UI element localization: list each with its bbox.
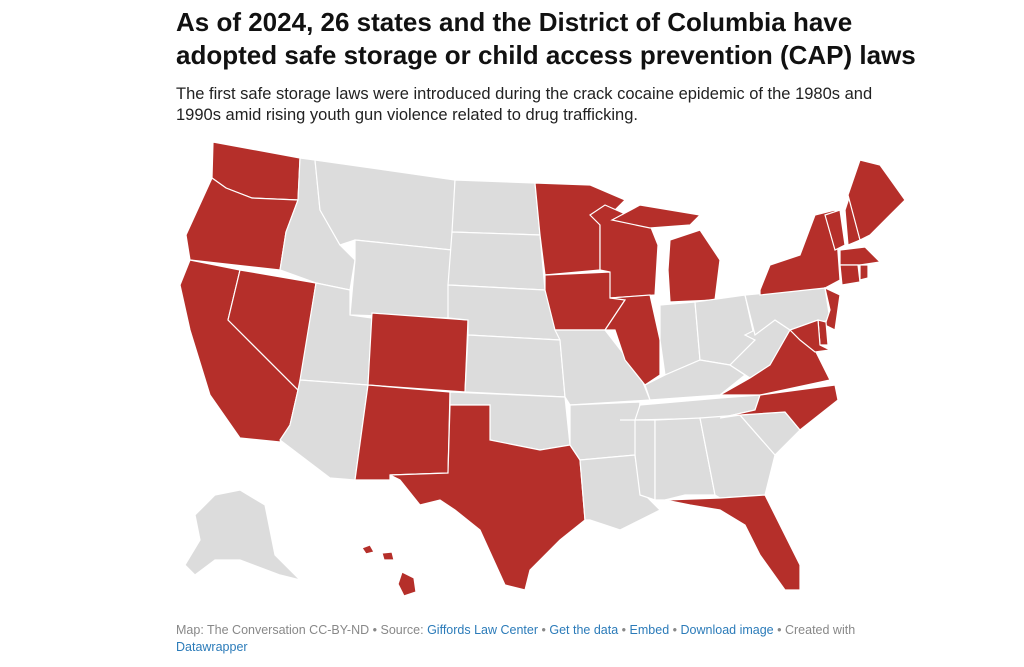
state: [361, 544, 375, 555]
state: [664, 494, 801, 591]
state: [464, 334, 566, 398]
footer: Map: The Conversation CC-BY-ND • Source:…: [176, 622, 916, 656]
state: [824, 286, 841, 331]
state: [839, 264, 861, 286]
separator: •: [621, 623, 627, 637]
get-data-link[interactable]: Get the data: [549, 623, 619, 637]
created-with: Created with: [784, 623, 856, 637]
state: [381, 551, 395, 561]
state: [839, 246, 882, 266]
state: [354, 384, 451, 481]
subtitle: The first safe storage laws were introdu…: [176, 85, 873, 124]
state: [667, 229, 721, 303]
state: [603, 294, 661, 386]
state: [824, 209, 846, 251]
separator: •: [777, 623, 782, 637]
download-link[interactable]: Download image: [680, 623, 774, 637]
title: As of 2024, 26 states and the District o…: [176, 7, 916, 70]
states: [179, 141, 906, 597]
tool-link[interactable]: Datawrapper: [176, 640, 248, 654]
state: [719, 384, 839, 431]
state: [367, 312, 469, 393]
source-link[interactable]: Giffords Law Center: [427, 623, 539, 637]
separator: •: [672, 623, 678, 637]
state: [788, 319, 833, 353]
state: [847, 159, 906, 241]
state: [569, 401, 641, 461]
state: [451, 179, 541, 236]
state: [184, 489, 302, 582]
state: [397, 571, 417, 597]
source-label: Source:: [380, 623, 424, 637]
credit: Map: The Conversation CC-BY-ND: [176, 623, 370, 637]
state: [314, 159, 456, 251]
state: [447, 231, 546, 291]
state: [610, 204, 702, 229]
state: [349, 239, 453, 319]
separator: •: [372, 623, 378, 637]
embed-link[interactable]: Embed: [629, 623, 670, 637]
state: [389, 404, 586, 591]
separator: •: [541, 623, 546, 637]
state: [759, 209, 841, 296]
state: [859, 264, 869, 281]
state: [554, 329, 651, 406]
